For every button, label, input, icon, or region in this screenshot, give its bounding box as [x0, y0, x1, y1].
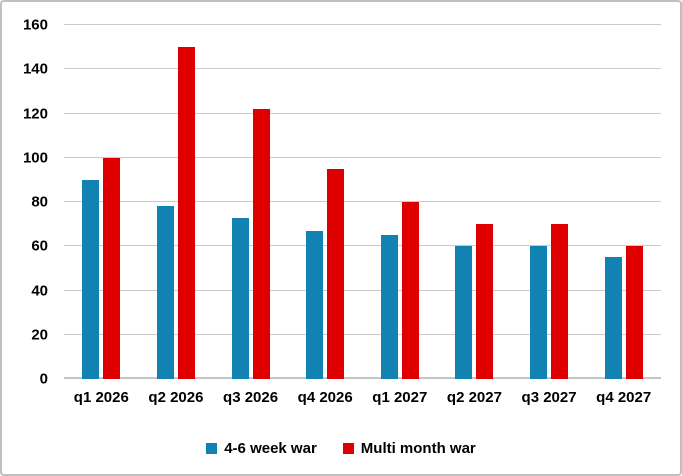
y-tick-label-60: 60	[31, 237, 48, 255]
bar-group-q3-2027	[512, 25, 587, 379]
legend-label-4-6-week-war: 4-6 week war	[224, 439, 317, 457]
bar-4-6-week-war-q1-2027	[380, 235, 398, 379]
x-tick-label-q4-2026: q4 2026	[297, 389, 353, 406]
x-tick-label-q4-2027: q4 2027	[596, 389, 652, 406]
x-tick-label-q2-2026: q2 2026	[148, 389, 204, 406]
y-tick-label-120: 120	[22, 105, 48, 122]
plot-area	[64, 24, 661, 379]
legend-swatch-icon-4-6-week-war	[206, 442, 218, 454]
bar-group-q4-2027	[586, 25, 661, 379]
bar-4-6-week-war-q2-2027	[455, 246, 473, 379]
bar-4-6-week-war-q1-2026	[82, 179, 100, 379]
gridline-y-160	[64, 24, 661, 25]
bar-4-6-week-war-q4-2026	[306, 230, 324, 379]
bar-multi-month-war-q3-2027	[551, 224, 569, 379]
y-tick-label-80: 80	[31, 193, 48, 211]
bar-multi-month-war-q4-2027	[625, 246, 643, 379]
gridline-y-40	[64, 289, 661, 291]
gridline-y-20	[64, 333, 661, 335]
x-tick-label-q1-2026: q1 2026	[73, 389, 129, 406]
bar-4-6-week-war-q4-2027	[604, 257, 622, 379]
x-tick-label-q3-2026: q3 2026	[223, 389, 279, 406]
gridline-y-120	[64, 112, 661, 114]
x-axis-line	[64, 377, 661, 379]
y-tick-label-0: 0	[39, 370, 48, 388]
y-tick-label-140: 140	[22, 60, 48, 78]
x-tick-label-q2-2027: q2 2027	[446, 389, 502, 406]
bar-group-q4-2026	[288, 25, 363, 379]
bar-4-6-week-war-q3-2027	[530, 246, 548, 379]
y-tick-label-20: 20	[31, 326, 48, 344]
bar-4-6-week-war-q3-2026	[231, 217, 249, 379]
y-axis: 0 20 40 60 80 100 120 140 160	[2, 18, 48, 387]
gridline-y-100	[64, 156, 661, 158]
bar-multi-month-war-q4-2026	[327, 168, 345, 379]
bar-multi-month-war-q2-2026	[177, 47, 195, 379]
legend: 4-6 week war Multi month war	[2, 436, 680, 460]
legend-label-multi-month-war: Multi month war	[360, 439, 476, 457]
y-tick-label-100: 100	[22, 149, 48, 167]
bar-group-q2-2026	[139, 25, 214, 379]
bar-4-6-week-war-q2-2026	[156, 206, 174, 379]
gridline-y-60	[64, 245, 661, 247]
bar-multi-month-war-q2-2027	[476, 224, 494, 379]
y-tick-label-40: 40	[31, 282, 48, 299]
bar-group-q2-2027	[437, 25, 512, 379]
y-tick-label-160: 160	[22, 16, 48, 34]
bar-group-q1-2027	[363, 25, 438, 379]
x-axis: q1 2026 q2 2026 q3 2026 q4 2026 q1 2027 q2 20…	[64, 389, 661, 411]
bar-multi-month-war-q1-2026	[103, 157, 121, 379]
gridline-y-140	[64, 68, 661, 70]
bar-multi-month-war-q3-2026	[252, 109, 270, 379]
bar-group-q3-2026	[213, 25, 288, 379]
legend-swatch-icon-multi-month-war	[342, 442, 354, 454]
legend-item-multi-month-war: Multi month war	[342, 439, 476, 457]
x-tick-label-q3-2027: q3 2027	[521, 389, 577, 406]
gridline-y-80	[64, 201, 661, 202]
bar-group-q1-2026	[64, 25, 139, 379]
x-tick-label-q1-2027: q1 2027	[372, 389, 428, 406]
bar-multi-month-war-q1-2027	[401, 202, 419, 379]
legend-item-4-6-week-war: 4-6 week war	[206, 440, 317, 457]
